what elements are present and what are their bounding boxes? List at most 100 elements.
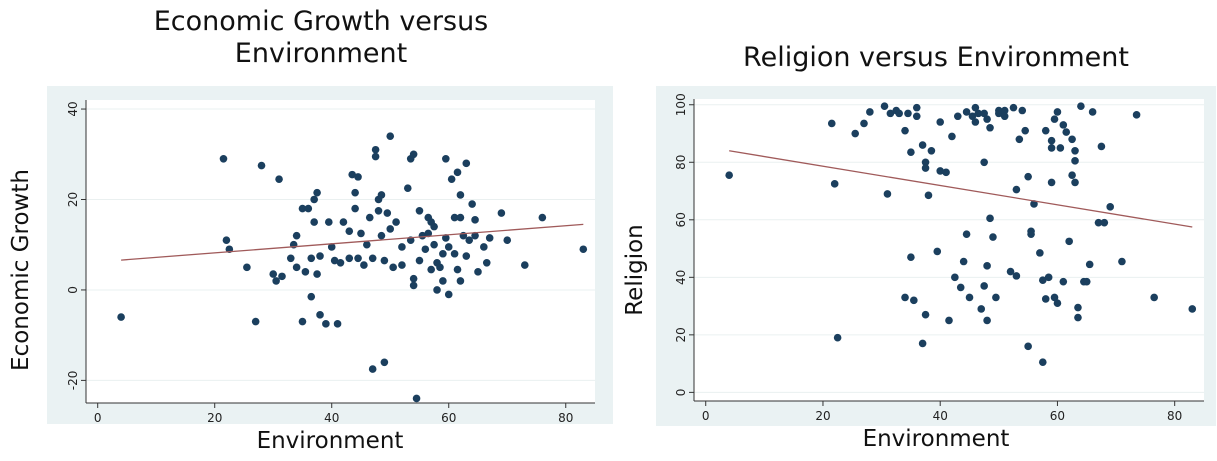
- data-point: [222, 236, 231, 244]
- data-point: [310, 218, 318, 226]
- chart1-title: Economic Growth versus Environment: [47, 6, 595, 70]
- data-point: [380, 358, 389, 367]
- data-point: [368, 254, 377, 263]
- data-point: [351, 204, 359, 213]
- data-point: [1036, 249, 1044, 257]
- data-point: [374, 206, 383, 215]
- data-point: [301, 268, 310, 276]
- data-point: [945, 316, 953, 325]
- data-point: [333, 320, 342, 328]
- y-tick-label: 60: [674, 212, 688, 227]
- data-point: [415, 206, 424, 215]
- data-point: [386, 225, 395, 233]
- data-point: [901, 126, 909, 135]
- data-point: [316, 252, 324, 260]
- data-point: [1015, 135, 1024, 144]
- data-point: [450, 213, 459, 222]
- data-point: [883, 190, 892, 198]
- data-point: [421, 245, 430, 254]
- x-tick-label: 80: [558, 411, 573, 424]
- data-point: [1118, 257, 1126, 266]
- data-point: [1047, 136, 1056, 145]
- data-point: [409, 281, 418, 290]
- data-point: [327, 243, 336, 251]
- data-point: [409, 150, 418, 159]
- chart2-plot: 0 20 40 60 80 100 0 20 40 60 80: [656, 86, 1216, 426]
- data-point: [298, 204, 307, 213]
- data-point: [269, 270, 278, 278]
- data-point: [901, 293, 909, 302]
- data-point: [348, 170, 357, 179]
- data-point: [924, 191, 933, 200]
- data-point: [474, 268, 482, 276]
- data-point: [907, 148, 915, 157]
- data-point: [243, 263, 251, 272]
- data-point: [447, 175, 456, 183]
- data-point: [462, 159, 471, 168]
- data-point: [480, 243, 488, 251]
- data-point: [485, 234, 494, 242]
- data-point: [251, 317, 260, 326]
- data-point: [1077, 102, 1085, 110]
- data-point: [427, 265, 435, 274]
- data-point: [904, 109, 912, 118]
- data-point: [977, 305, 986, 313]
- data-point: [430, 222, 438, 231]
- data-point: [1012, 272, 1021, 280]
- data-point: [383, 209, 392, 217]
- y-tick-label: 20: [674, 327, 688, 342]
- data-point: [371, 152, 380, 161]
- data-point: [971, 118, 980, 126]
- data-point: [313, 188, 321, 197]
- data-point: [1085, 260, 1094, 269]
- fit-line: [729, 150, 1193, 228]
- data-point: [1053, 108, 1062, 116]
- data-point: [1074, 313, 1082, 322]
- data-point: [1071, 157, 1079, 165]
- data-point: [345, 254, 354, 263]
- data-point: [983, 316, 991, 325]
- data-point: [1053, 299, 1062, 308]
- data-point: [886, 109, 895, 118]
- data-point: [965, 293, 974, 302]
- data-point: [833, 333, 842, 342]
- data-point: [412, 394, 421, 403]
- data-point: [442, 234, 450, 242]
- chart1-y-axis-label: Economic Growth: [8, 169, 34, 371]
- data-point: [365, 213, 374, 222]
- data-point: [1132, 111, 1141, 119]
- data-point: [433, 286, 441, 294]
- data-point: [1038, 358, 1047, 366]
- data-point: [371, 145, 380, 154]
- data-point: [962, 108, 971, 116]
- data-point: [851, 129, 860, 138]
- x-tick-label: 20: [207, 411, 222, 424]
- y-tick-label: 0: [66, 286, 80, 294]
- data-point: [1062, 128, 1071, 136]
- data-point: [927, 146, 936, 155]
- data-point: [725, 171, 733, 180]
- data-point: [980, 158, 988, 167]
- y-tick-label: 20: [66, 192, 80, 207]
- data-point: [292, 263, 301, 272]
- data-point: [538, 213, 547, 222]
- data-point: [1047, 178, 1056, 187]
- data-point: [392, 218, 400, 226]
- data-point: [992, 293, 1000, 302]
- data-point: [1030, 200, 1038, 208]
- data-point: [1000, 112, 1009, 121]
- data-point: [1068, 171, 1076, 180]
- x-tick-label: 60: [1050, 409, 1065, 423]
- data-point: [1082, 277, 1091, 286]
- data-point: [456, 191, 465, 199]
- data-point: [456, 277, 465, 285]
- data-point: [907, 253, 915, 261]
- data-point: [1021, 126, 1030, 135]
- data-point: [1097, 142, 1106, 151]
- data-point: [983, 115, 991, 123]
- data-point: [257, 161, 266, 170]
- data-point: [1012, 185, 1021, 194]
- data-point: [1018, 106, 1027, 115]
- x-tick-label: 40: [933, 409, 948, 423]
- y-tick-label: 40: [66, 101, 80, 116]
